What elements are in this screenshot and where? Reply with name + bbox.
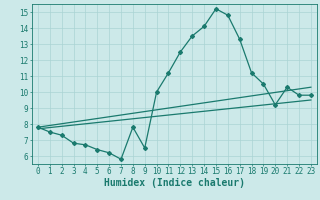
X-axis label: Humidex (Indice chaleur): Humidex (Indice chaleur) [104,178,245,188]
